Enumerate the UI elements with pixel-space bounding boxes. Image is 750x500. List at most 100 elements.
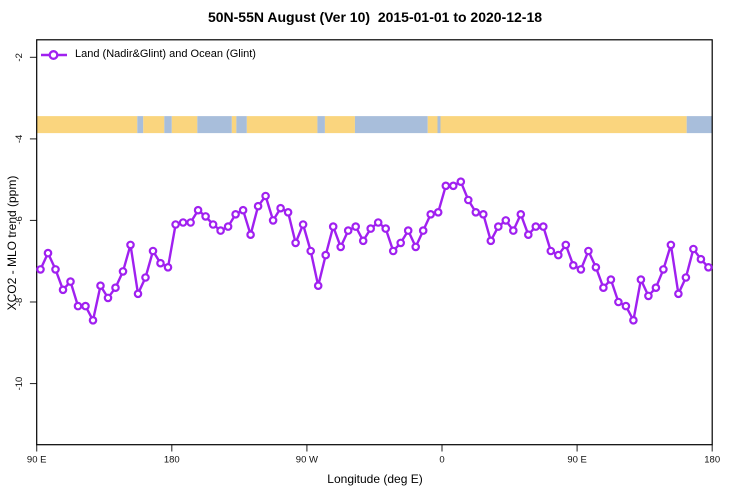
data-point-marker	[561, 240, 571, 250]
data-point-marker	[96, 281, 105, 291]
data-point-marker	[426, 210, 436, 219]
y-tick-label: -2	[14, 53, 25, 61]
data-point-marker	[576, 265, 586, 274]
data-point-marker	[223, 222, 233, 231]
legend-label: Land (Nadir&Glint) and Ocean (Glint)	[75, 48, 256, 60]
map-strip-ocean-segment	[317, 116, 325, 134]
data-point-marker	[193, 205, 203, 215]
data-point-marker	[388, 246, 398, 256]
data-point-marker	[88, 315, 98, 325]
data-point-marker	[126, 240, 135, 250]
map-strip-land-segment	[324, 116, 355, 134]
data-point-marker	[696, 254, 706, 264]
data-point-marker	[568, 260, 578, 270]
data-point-marker	[118, 267, 128, 276]
data-point-marker	[644, 291, 653, 301]
data-point-marker	[448, 181, 458, 191]
y-tick-label: -4	[14, 135, 25, 143]
data-point-marker	[486, 236, 496, 246]
data-point-marker	[336, 242, 346, 252]
data-point-marker	[681, 273, 691, 282]
data-point-marker	[148, 246, 158, 256]
data-point-marker	[321, 250, 331, 260]
data-point-marker	[343, 226, 353, 235]
data-point-marker	[689, 244, 698, 254]
data-point-marker	[133, 289, 143, 299]
data-point-marker	[178, 218, 188, 227]
data-point-marker	[403, 226, 413, 235]
data-point-marker	[501, 216, 511, 225]
x-axis-label: Longitude (deg E)	[327, 472, 423, 486]
data-point-marker	[36, 265, 45, 274]
data-point-marker	[58, 285, 68, 295]
data-point-marker	[208, 220, 218, 229]
data-point-marker	[606, 275, 616, 284]
data-point-marker	[81, 301, 90, 311]
data-point-marker	[328, 222, 338, 231]
data-point-marker	[471, 208, 481, 217]
data-point-marker	[659, 265, 668, 274]
data-point-marker	[704, 262, 713, 272]
data-point-marker	[531, 222, 541, 231]
data-point-marker	[103, 293, 113, 303]
data-point-marker	[636, 275, 646, 284]
map-strip-ocean-segment	[437, 116, 441, 134]
data-point-marker	[411, 242, 421, 252]
data-line	[39, 180, 710, 322]
map-strip-land-segment	[246, 116, 318, 134]
data-point-marker	[216, 226, 225, 235]
data-point-marker	[591, 262, 601, 272]
data-point-marker	[66, 277, 75, 286]
map-strip-land-segment	[36, 116, 138, 134]
data-point-marker	[366, 224, 376, 233]
data-point-marker	[381, 224, 391, 233]
data-point-marker	[456, 177, 466, 187]
y-tick-label: -10	[14, 377, 25, 391]
map-strip-land-segment	[231, 116, 237, 134]
data-point-marker	[433, 208, 443, 217]
y-tick-label: -6	[14, 216, 25, 224]
data-point-marker	[253, 201, 263, 211]
data-point-marker	[261, 191, 270, 201]
map-strip-ocean-segment	[354, 116, 428, 134]
data-point-marker	[463, 195, 473, 205]
data-point-marker	[171, 220, 180, 229]
legend-marker-icon	[48, 50, 59, 60]
x-tick-label: 0	[439, 455, 444, 466]
data-point-marker	[246, 230, 255, 240]
map-strip-ocean-segment	[236, 116, 247, 134]
data-point-marker	[306, 246, 316, 256]
data-point-marker	[298, 220, 308, 229]
x-tick-label: 180	[704, 455, 720, 466]
data-point-marker	[201, 212, 210, 221]
data-point-marker	[141, 273, 150, 282]
data-point-marker	[156, 258, 165, 268]
map-strip-ocean-segment	[197, 116, 232, 134]
data-point-marker	[651, 283, 661, 293]
map-strip-land-segment	[427, 116, 438, 134]
data-point-marker	[523, 230, 533, 240]
data-point-marker	[508, 226, 518, 235]
data-point-marker	[276, 203, 285, 213]
data-point-marker	[493, 222, 503, 231]
data-point-marker	[418, 226, 428, 235]
data-point-marker	[358, 236, 368, 246]
data-point-marker	[43, 248, 53, 258]
map-strip-ocean-segment	[137, 116, 144, 134]
data-point-marker	[546, 246, 556, 256]
data-point-marker	[373, 218, 383, 227]
data-point-marker	[396, 238, 406, 248]
data-point-marker	[666, 240, 676, 250]
data-point-marker	[516, 210, 526, 219]
data-point-marker	[51, 265, 60, 274]
map-strip-land-segment	[440, 116, 687, 134]
x-tick-label: 90 W	[296, 455, 318, 466]
data-point-marker	[313, 281, 323, 291]
x-tick-label: 90 E	[567, 455, 587, 466]
map-strip-land-segment	[171, 116, 198, 134]
data-point-marker	[599, 283, 608, 293]
data-point-marker	[629, 315, 638, 325]
data-point-marker	[351, 222, 361, 231]
